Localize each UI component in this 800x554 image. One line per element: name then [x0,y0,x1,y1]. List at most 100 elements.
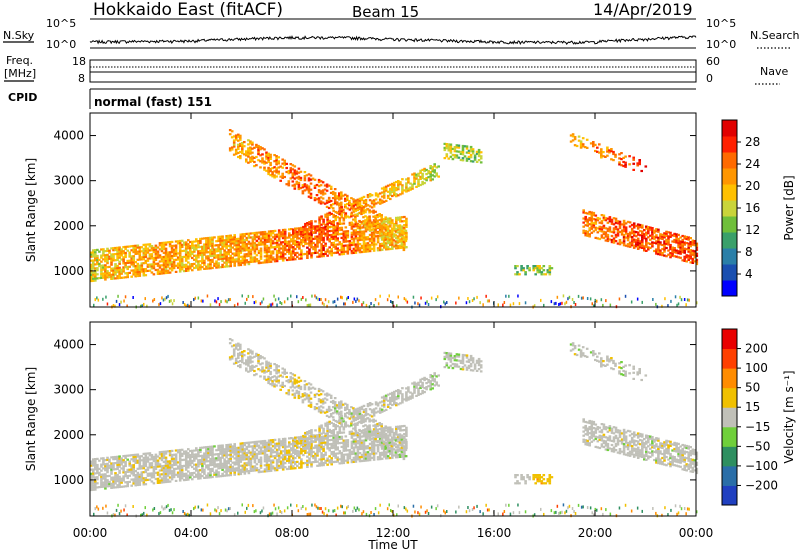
power-cell [182,263,186,267]
power-cell [306,250,309,253]
velocity-cell [94,488,97,491]
power-cell [679,295,681,299]
power-cell [449,147,453,150]
power-cell [463,155,467,158]
power-cell [620,164,623,167]
velocity-cell [219,464,222,468]
velocity-cell [247,457,251,460]
power-cell [443,148,447,152]
power-cell [591,302,593,306]
power-cell [259,154,262,157]
power-cell [677,250,680,253]
velocity-cell [203,470,206,473]
power-cell [590,227,594,230]
power-cell [233,244,236,247]
power-cell [247,149,250,152]
power-cell [247,250,251,254]
velocity-cell [142,456,146,460]
power-cell [364,236,368,239]
velocity-cell [201,446,204,449]
power-cell [176,258,180,261]
velocity-cell [235,461,238,464]
velocity-cell [199,450,202,453]
power-cell [237,247,241,251]
velocity-cell [338,431,342,434]
power-cell [364,211,367,214]
power-cell [647,226,650,229]
power-cell [693,242,697,245]
power-cell [386,196,390,199]
velocity-cell [316,446,319,449]
power-cell [230,130,234,133]
power-cell [150,263,154,266]
velocity-cell [136,461,140,464]
power-cell [403,220,406,223]
velocity-cell [158,481,162,484]
power-cell [257,243,261,246]
velocity-cell [231,465,234,468]
power-cell [251,240,255,243]
power-cell [94,249,97,252]
velocity-cell [92,468,95,471]
power-cell [630,232,634,235]
power-cell [427,172,430,175]
power-cell [279,243,283,246]
power-cell [290,228,293,231]
power-cell [382,234,386,237]
power-cell [261,147,264,150]
power-cell [550,267,554,270]
power-cell [269,234,273,237]
velocity-cell [318,450,321,453]
power-cell [689,243,692,246]
power-cell [342,194,345,197]
power-cell [376,232,379,235]
power-cell [294,252,297,255]
velocity-cell [332,444,335,447]
power-cell [610,218,614,221]
power-cell [374,218,378,222]
power-cell [267,250,271,253]
velocity-cell [298,446,301,449]
power-cell [390,236,394,239]
power-cell [184,269,188,272]
power-cell [164,265,168,268]
velocity-cell [231,445,234,448]
velocity-cell [180,475,184,478]
power-cell [259,302,262,306]
power-cell [553,302,556,306]
power-cell [336,216,339,219]
power-cell [675,239,678,242]
power-cell [116,254,119,257]
power-cell [382,237,385,240]
power-cell [197,260,200,263]
power-cell [118,252,121,255]
power-cell [352,247,356,250]
power-cell [340,242,344,246]
velocity-cell [340,460,344,463]
power-cell [471,152,475,155]
power-cell [202,299,204,303]
velocity-cell [330,434,333,437]
power-cell [451,158,455,161]
power-cell [600,234,604,237]
power-cell [322,238,325,241]
power-cell [253,250,257,253]
power-cell [358,203,362,206]
power-cell [360,212,363,216]
velocity-cell [340,456,344,459]
power-cell [261,300,263,304]
velocity-cell [180,477,184,480]
power-cell [365,303,368,307]
power-cell [605,299,607,303]
velocity-cell [207,447,210,451]
power-cell [104,250,107,253]
power-cell [203,243,206,246]
power-cell [270,303,272,307]
power-cell [655,248,658,251]
power-cell [594,149,597,153]
power-cell [239,259,243,262]
velocity-cell [178,455,182,458]
power-cell [397,295,399,299]
power-cell [243,255,247,258]
power-cell [217,235,220,238]
